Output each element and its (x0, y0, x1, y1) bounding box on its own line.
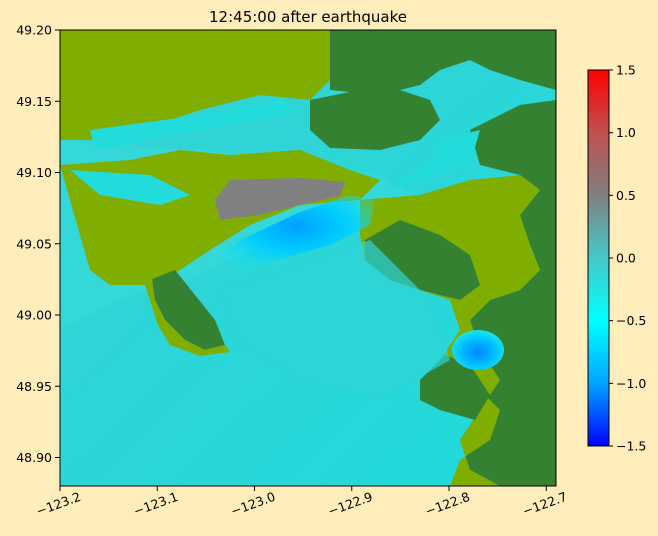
x-tick-label: −123.2 (34, 489, 83, 519)
x-axis: −123.2 −123.1 −123.0 −122.9 −122.8 −122.7 (34, 486, 569, 519)
x-tick-label: −123.1 (131, 489, 180, 519)
colorbar-tick-label: −1.0 (616, 376, 646, 391)
colorbar-tick-label: 1.5 (616, 63, 636, 78)
x-tick-label: −122.8 (423, 489, 472, 519)
colorbar: 1.5 1.0 0.5 0.0 −0.5 −1.0 −1.5 (587, 63, 646, 454)
y-tick-label: 49.10 (16, 165, 52, 180)
basin-anomaly (452, 330, 504, 370)
colorbar-tick-label: −0.5 (616, 313, 646, 328)
land-upland-burnaby (310, 90, 440, 150)
x-tick-label: −122.7 (520, 489, 569, 519)
colorbar-tick-label: 1.0 (616, 125, 636, 140)
colorbar-fill (588, 70, 609, 446)
map-area (60, 30, 556, 486)
flooded-zone (215, 178, 345, 220)
trough-band (200, 195, 375, 285)
delta-channel (90, 100, 300, 150)
colorbar-ticks: 1.5 1.0 0.5 0.0 −0.5 −1.0 −1.5 (609, 63, 646, 454)
land-upland-northeast (330, 30, 556, 95)
y-tick-label: 49.05 (16, 236, 52, 251)
colorbar-tick-label: −1.5 (616, 439, 646, 454)
y-tick-label: 48.95 (16, 379, 52, 394)
x-tick-label: −123.0 (229, 489, 278, 519)
y-tick-label: 49.00 (16, 308, 52, 323)
land-upland-east (460, 100, 556, 486)
y-tick-label: 49.15 (16, 94, 52, 109)
colorbar-tick-label: 0.0 (616, 251, 636, 266)
sea-plume (220, 240, 450, 400)
land-lowland-north (60, 30, 330, 140)
delta-channel-2 (70, 170, 190, 205)
chart-title: 12:45:00 after earthquake (209, 8, 407, 26)
bay-water (390, 130, 480, 190)
land-point-roberts (150, 270, 225, 350)
land-upland-peninsula (420, 355, 490, 420)
y-tick-label: 49.20 (16, 23, 52, 38)
colorbar-tick-label: 0.5 (616, 188, 636, 203)
plot-frame (59, 29, 557, 487)
y-axis: 49.20 49.15 49.10 49.05 49.00 48.95 48.90 (16, 23, 60, 465)
land-point-roberts-fringe (145, 278, 230, 356)
y-tick-label: 48.90 (16, 450, 52, 465)
x-tick-label: −122.9 (326, 489, 375, 519)
